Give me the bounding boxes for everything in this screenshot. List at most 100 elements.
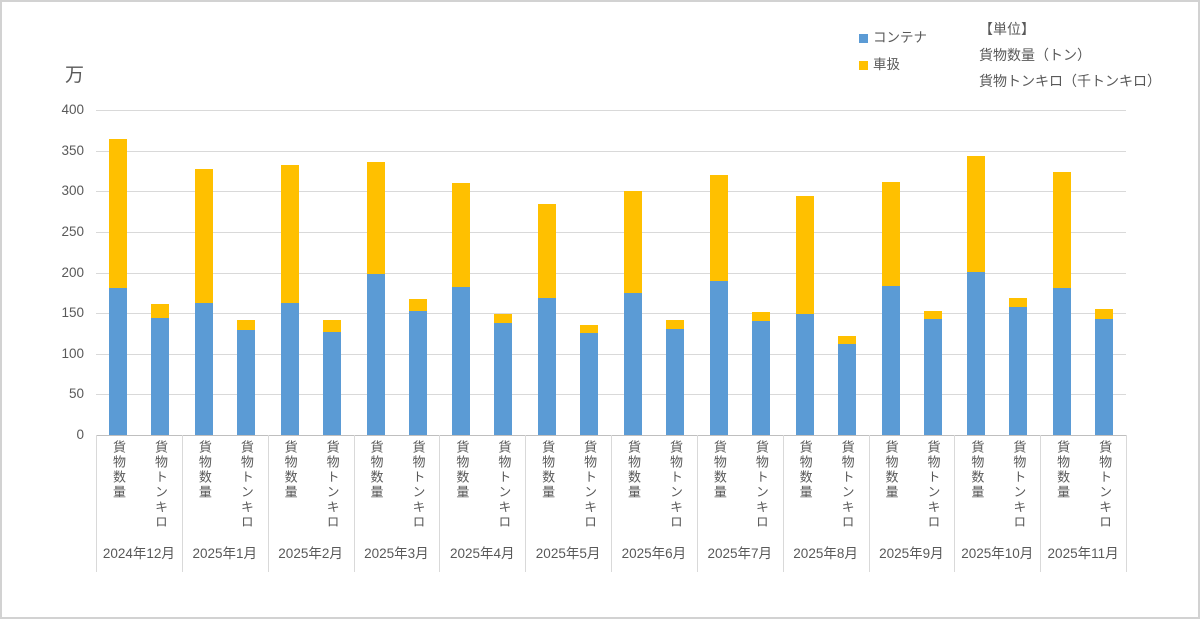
- x-axis-month-label: 2025年10月: [961, 546, 1034, 561]
- x-axis-bar-label: 貨物数量: [111, 440, 126, 500]
- legend-label-container: コンテナ: [873, 30, 927, 45]
- bar-segment-container: [1053, 287, 1072, 435]
- x-axis-bar-label: 貨物トンキロ: [668, 440, 683, 530]
- units-note-title: 【単位】: [979, 21, 1035, 37]
- bar-segment-carload: [322, 320, 341, 332]
- y-tick-label: 350: [61, 143, 84, 158]
- x-axis-bar-label: 貨物トンキロ: [1097, 440, 1113, 530]
- bar-segment-carload: [1009, 297, 1028, 308]
- category-separator: [1126, 435, 1127, 572]
- category-separator: [96, 435, 97, 572]
- bar-segment-carload: [967, 155, 986, 272]
- gridline: [96, 110, 1126, 111]
- bar-segment-carload: [751, 311, 770, 322]
- y-tick-label: 150: [61, 305, 84, 320]
- y-tick-label: 100: [61, 346, 84, 361]
- bar-segment-container: [580, 332, 599, 435]
- x-axis-bar-label: 貨物数量: [540, 440, 556, 500]
- bar-segment-container: [538, 297, 557, 435]
- y-tick-label: 400: [61, 102, 84, 117]
- gridline: [96, 354, 1126, 355]
- y-tick-label: 300: [61, 183, 84, 198]
- legend-item-container: コンテナ: [859, 29, 927, 47]
- bar-segment-carload: [194, 169, 213, 303]
- bar-segment-container: [280, 302, 299, 435]
- x-axis-month-label: 2025年8月: [793, 546, 858, 561]
- bar-segment-container: [795, 313, 814, 435]
- gridline: [96, 232, 1126, 233]
- legend-swatch-container: [859, 33, 868, 43]
- legend-swatch-carload: [859, 60, 868, 70]
- bar-segment-container: [923, 318, 942, 435]
- bar-segment-container: [1009, 307, 1028, 435]
- x-axis-month-label: 2025年9月: [879, 546, 944, 561]
- bar-segment-carload: [1053, 171, 1072, 288]
- x-axis-month-label: 2025年3月: [364, 546, 429, 561]
- bar-segment-carload: [666, 319, 684, 329]
- bar-segment-carload: [366, 162, 385, 275]
- x-axis-bar-label: 貨物トンキロ: [496, 440, 512, 530]
- category-separator: [954, 435, 955, 572]
- bar-segment-container: [109, 287, 127, 435]
- x-axis-bar-label: 貨物トンキロ: [324, 440, 340, 530]
- x-axis-bar-label: 貨物トンキロ: [582, 440, 598, 530]
- bar-segment-container: [151, 318, 169, 435]
- x-axis-month-label: 2025年5月: [535, 546, 601, 561]
- units-note: 【単位】 貨物数量（トン） 貨物トンキロ（千トンキロ）: [979, 16, 1161, 94]
- bar-segment-carload: [538, 204, 557, 298]
- category-separator: [525, 435, 526, 572]
- x-axis-bar-label: 貨物数量: [883, 440, 899, 500]
- y-tick-label: 0: [76, 427, 84, 442]
- bar-segment-carload: [709, 175, 728, 282]
- y-axis-unit-label: 万: [64, 65, 84, 86]
- bar-segment-container: [494, 322, 513, 435]
- x-axis-bar-label: 貨物トンキロ: [153, 440, 168, 530]
- x-axis-bar-label: 貨物トンキロ: [410, 440, 426, 530]
- category-separator: [783, 435, 784, 572]
- x-axis-month-label: 2025年4月: [449, 546, 515, 561]
- x-axis-bar-label: 貨物トンキロ: [753, 440, 769, 530]
- bar-segment-container: [751, 321, 770, 435]
- x-axis-bar-label: 貨物数量: [626, 440, 641, 500]
- category-separator: [869, 435, 870, 572]
- x-axis-month-label: 2025年1月: [192, 546, 258, 561]
- units-note-line-tonkilo: 貨物トンキロ（千トンキロ）: [979, 73, 1161, 89]
- x-axis-bar-label: 貨物数量: [969, 440, 985, 500]
- bar-segment-carload: [580, 324, 599, 333]
- bar-segment-container: [837, 344, 856, 435]
- legend-item-carload: 車扱: [859, 56, 927, 74]
- category-separator: [439, 435, 440, 572]
- x-axis-bar-label: 貨物数量: [196, 440, 212, 500]
- x-axis-bar-label: 貨物トンキロ: [238, 440, 254, 530]
- gridline: [96, 394, 1126, 395]
- bar-segment-carload: [452, 183, 471, 288]
- category-separator: [268, 435, 269, 572]
- gridline: [96, 151, 1126, 152]
- gridline: [96, 313, 1126, 314]
- units-note-line-tons: 貨物数量（トン）: [979, 47, 1091, 63]
- x-axis-bar-label: 貨物数量: [797, 440, 813, 500]
- category-separator: [611, 435, 612, 572]
- bar-segment-container: [967, 271, 986, 435]
- x-axis-bar-label: 貨物トンキロ: [839, 440, 855, 530]
- x-axis-bar-label: 貨物数量: [711, 440, 727, 500]
- x-axis-bar-label: 貨物数量: [282, 440, 298, 500]
- bar-segment-container: [666, 328, 684, 435]
- category-separator: [1040, 435, 1041, 572]
- bar-segment-carload: [280, 165, 299, 303]
- x-axis-bar-label: 貨物数量: [368, 440, 384, 500]
- bar-segment-carload: [624, 191, 642, 293]
- bar-segment-carload: [837, 335, 856, 344]
- bar-segment-container: [452, 287, 471, 435]
- x-axis-month-label: 2025年7月: [707, 546, 773, 561]
- category-separator: [182, 435, 183, 572]
- category-separator: [697, 435, 698, 572]
- x-axis-bar-label: 貨物トンキロ: [1011, 440, 1027, 530]
- bar-segment-carload: [1095, 309, 1114, 319]
- x-axis-month-label: 2025年2月: [278, 546, 343, 561]
- bar-segment-container: [322, 331, 341, 435]
- bar-segment-container: [881, 285, 900, 435]
- bar-segment-carload: [795, 196, 814, 314]
- x-axis-month-label: 2024年12月: [102, 546, 175, 561]
